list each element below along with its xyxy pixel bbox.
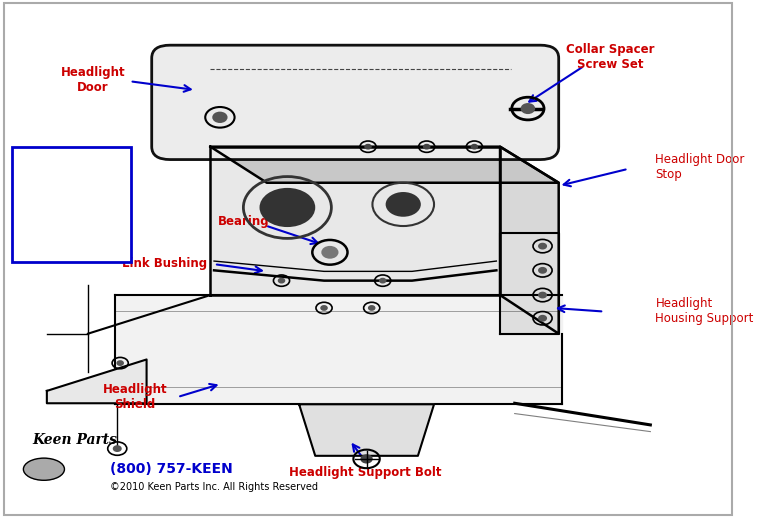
Circle shape: [539, 243, 546, 249]
Circle shape: [279, 279, 284, 283]
Text: Headlight
Door: Headlight Door: [61, 66, 126, 94]
Text: Keen Parts: Keen Parts: [32, 434, 117, 448]
Circle shape: [361, 455, 372, 463]
Text: Headlight Door
Stop: Headlight Door Stop: [655, 153, 745, 181]
Text: Headlight Support Bolt: Headlight Support Bolt: [289, 466, 441, 479]
Circle shape: [213, 113, 226, 122]
Polygon shape: [115, 295, 562, 404]
Circle shape: [522, 105, 534, 113]
Polygon shape: [47, 359, 146, 403]
FancyBboxPatch shape: [12, 147, 131, 262]
Text: ©2010 Keen Parts Inc. All Rights Reserved: ©2010 Keen Parts Inc. All Rights Reserve…: [110, 482, 318, 492]
Polygon shape: [500, 233, 559, 334]
Circle shape: [424, 145, 430, 149]
Text: Link Bushing: Link Bushing: [122, 256, 206, 270]
Text: Collar Spacer
Screw Set: Collar Spacer Screw Set: [566, 42, 654, 70]
Text: Headlight
Assembly: Headlight Assembly: [38, 156, 102, 184]
Circle shape: [117, 361, 123, 365]
Circle shape: [539, 315, 546, 321]
Circle shape: [380, 279, 386, 283]
Circle shape: [259, 188, 315, 227]
Circle shape: [386, 192, 421, 217]
Polygon shape: [500, 147, 559, 334]
Circle shape: [539, 268, 546, 273]
Text: Headlight
Shield: Headlight Shield: [102, 383, 167, 411]
Circle shape: [323, 247, 337, 257]
FancyBboxPatch shape: [152, 45, 559, 160]
Polygon shape: [299, 404, 434, 456]
Polygon shape: [210, 147, 559, 183]
Circle shape: [365, 145, 371, 149]
Text: Bearing: Bearing: [218, 215, 270, 228]
Circle shape: [321, 306, 327, 310]
Circle shape: [114, 446, 121, 451]
Text: Headlight
Housing Support: Headlight Housing Support: [655, 296, 754, 324]
Circle shape: [471, 145, 477, 149]
Circle shape: [369, 306, 375, 310]
Circle shape: [539, 293, 546, 298]
Polygon shape: [210, 147, 500, 295]
Text: (800) 757-KEEN: (800) 757-KEEN: [110, 462, 233, 476]
Ellipse shape: [24, 458, 64, 480]
Text: Headlight
Rebuild Kit: Headlight Rebuild Kit: [34, 213, 107, 241]
